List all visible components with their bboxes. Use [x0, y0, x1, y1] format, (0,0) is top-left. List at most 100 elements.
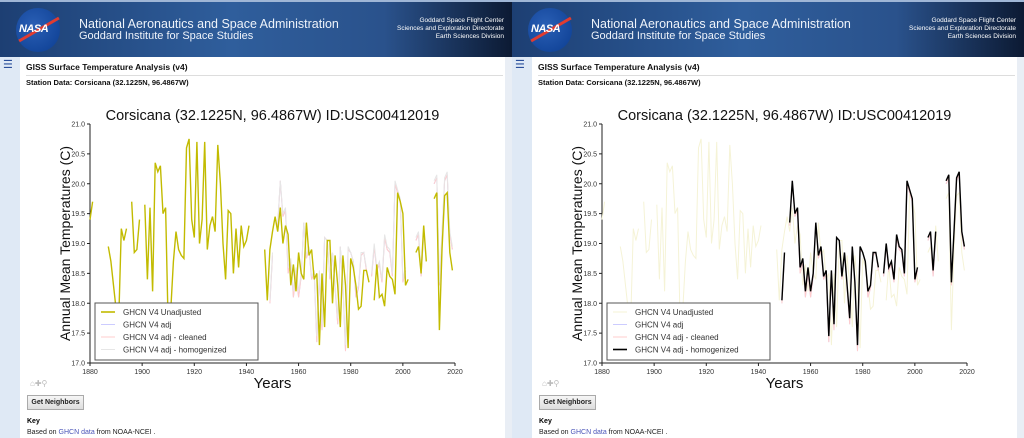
key-heading: Key: [27, 418, 40, 425]
legend-box: [94, 302, 259, 361]
y-tick-label: 17.0: [583, 361, 597, 368]
zoom-icon[interactable]: ⚲: [41, 379, 48, 388]
source-suffix: from NOAA-NCEI .: [606, 429, 668, 436]
home-icon[interactable]: ⌂: [30, 379, 35, 388]
y-tick-label: 19.0: [71, 241, 85, 248]
content: GISS Surface Temperature Analysis (v4) S…: [20, 57, 505, 438]
nasa-logo[interactable]: NASA: [16, 8, 60, 52]
legend-entry: GHCN V4 adj: [635, 321, 684, 330]
x-tick-label: 1940: [751, 369, 767, 376]
source-prefix: Based on: [27, 429, 59, 436]
source-note: Based on GHCN data from NOAA-NCEI .: [539, 429, 667, 436]
header-right-line: Goddard Space Flight Center: [419, 17, 504, 24]
source-note: Based on GHCN data from NOAA-NCEI .: [27, 429, 155, 436]
legend-entry: GHCN V4 adj - homogenized: [123, 346, 227, 355]
y-tick-label: 21.0: [583, 122, 597, 129]
x-tick-label: 1920: [698, 369, 714, 376]
hamburger-menu-icon[interactable]: ☰: [3, 59, 13, 71]
sidebar: [0, 57, 20, 438]
y-tick-label: 20.0: [71, 181, 85, 188]
header-right-line: Sciences and Exploration Directorate: [397, 25, 504, 32]
sidebar: [512, 57, 532, 438]
chart-title: Corsicana (32.1225N, 96.4867W) ID:USC004…: [106, 108, 440, 124]
header-right: Goddard Space Flight Center Sciences and…: [909, 17, 1016, 41]
divider: [26, 75, 503, 76]
panel-homogenized: NASA National Aeronautics and Space Admi…: [512, 0, 1024, 438]
hamburger-menu-icon[interactable]: ☰: [515, 59, 525, 71]
x-tick-label: 2000: [395, 369, 411, 376]
legend-entry: GHCN V4 adj - cleaned: [123, 333, 207, 342]
y-tick-label: 18.5: [71, 271, 85, 278]
source-suffix: from NOAA-NCEI .: [94, 429, 156, 436]
y-tick-label: 18.5: [583, 271, 597, 278]
station-heading: Station Data: Corsicana (32.1225N, 96.48…: [26, 78, 189, 87]
y-axis-label: Annual Mean Temperatures (C): [569, 146, 585, 341]
page-title: GISS Surface Temperature Analysis (v4): [26, 62, 188, 72]
key-heading: Key: [539, 418, 552, 425]
temperature-chart[interactable]: Corsicana (32.1225N, 96.4867W) ID:USC004…: [0, 100, 480, 390]
nasa-header: NASA National Aeronautics and Space Admi…: [512, 0, 1024, 57]
station-heading: Station Data: Corsicana (32.1225N, 96.48…: [538, 78, 701, 87]
header-right-line: Sciences and Exploration Directorate: [909, 25, 1016, 32]
y-tick-label: 17.0: [71, 361, 85, 368]
y-tick-label: 18.0: [583, 301, 597, 308]
nasa-logo[interactable]: NASA: [528, 8, 572, 52]
series-line-3: [269, 171, 453, 346]
y-tick-label: 21.0: [71, 122, 85, 129]
x-tick-label: 1980: [343, 369, 359, 376]
legend-entry: GHCN V4 adj - homogenized: [635, 346, 739, 355]
pan-icon[interactable]: ✚: [546, 379, 554, 388]
y-tick-label: 17.5: [71, 331, 85, 338]
x-tick-label: 1900: [646, 369, 662, 376]
header-line2: Goddard Institute for Space Studies: [79, 30, 254, 42]
legend-entry: GHCN V4 Unadjusted: [635, 308, 713, 317]
panel-scrollbar[interactable]: [1017, 57, 1024, 438]
y-axis-label: Annual Mean Temperatures (C): [57, 146, 73, 341]
legend-entry: GHCN V4 adj - cleaned: [635, 333, 719, 342]
legend-entry: GHCN V4 Unadjusted: [123, 308, 201, 317]
pan-icon[interactable]: ✚: [34, 379, 42, 388]
header-right-line: Earth Sciences Division: [947, 33, 1016, 40]
header-right-line: Earth Sciences Division: [435, 33, 504, 40]
header-line1: National Aeronautics and Space Administr…: [591, 17, 851, 31]
source-prefix: Based on: [539, 429, 571, 436]
page-title: GISS Surface Temperature Analysis (v4): [538, 62, 700, 72]
y-tick-label: 19.5: [583, 211, 597, 218]
y-tick-label: 18.0: [71, 301, 85, 308]
header-right-line: Goddard Space Flight Center: [931, 17, 1016, 24]
y-tick-label: 20.5: [71, 151, 85, 158]
panel-scrollbar[interactable]: [505, 57, 512, 438]
y-tick-label: 19.0: [583, 241, 597, 248]
chart-title: Corsicana (32.1225N, 96.4867W) ID:USC004…: [618, 108, 952, 124]
get-neighbors-button[interactable]: Get Neighbors: [27, 395, 84, 410]
zoom-icon[interactable]: ⚲: [553, 379, 560, 388]
ghcn-data-link[interactable]: GHCN data: [570, 429, 607, 436]
x-tick-label: 1940: [239, 369, 255, 376]
get-neighbors-button[interactable]: Get Neighbors: [539, 395, 596, 410]
legend-entry: GHCN V4 adj: [123, 321, 172, 330]
series-line-1: [781, 174, 965, 352]
x-tick-label: 2020: [959, 369, 975, 376]
temperature-chart[interactable]: Corsicana (32.1225N, 96.4867W) ID:USC004…: [512, 100, 992, 390]
x-tick-label: 1900: [134, 369, 150, 376]
x-tick-label: 1880: [82, 369, 98, 376]
x-tick-label: 2020: [447, 369, 463, 376]
home-icon[interactable]: ⌂: [542, 379, 547, 388]
x-axis-label: Years: [766, 375, 804, 390]
x-tick-label: 1880: [594, 369, 610, 376]
y-tick-label: 17.5: [583, 331, 597, 338]
panel-unadjusted: NASA National Aeronautics and Space Admi…: [0, 0, 512, 438]
chart-tools: ⌂✚⚲: [542, 379, 559, 388]
x-tick-label: 1920: [186, 369, 202, 376]
header-line2: Goddard Institute for Space Studies: [591, 30, 766, 42]
chart-tools: ⌂✚⚲: [30, 379, 47, 388]
legend-box: [606, 302, 771, 361]
x-tick-label: 2000: [907, 369, 923, 376]
series-line-2: [781, 174, 965, 352]
x-tick-label: 1960: [291, 369, 307, 376]
header-right: Goddard Space Flight Center Sciences and…: [397, 17, 504, 41]
x-tick-label: 1960: [803, 369, 819, 376]
x-tick-label: 1980: [855, 369, 871, 376]
ghcn-data-link[interactable]: GHCN data: [58, 429, 95, 436]
header-line1: National Aeronautics and Space Administr…: [79, 17, 339, 31]
